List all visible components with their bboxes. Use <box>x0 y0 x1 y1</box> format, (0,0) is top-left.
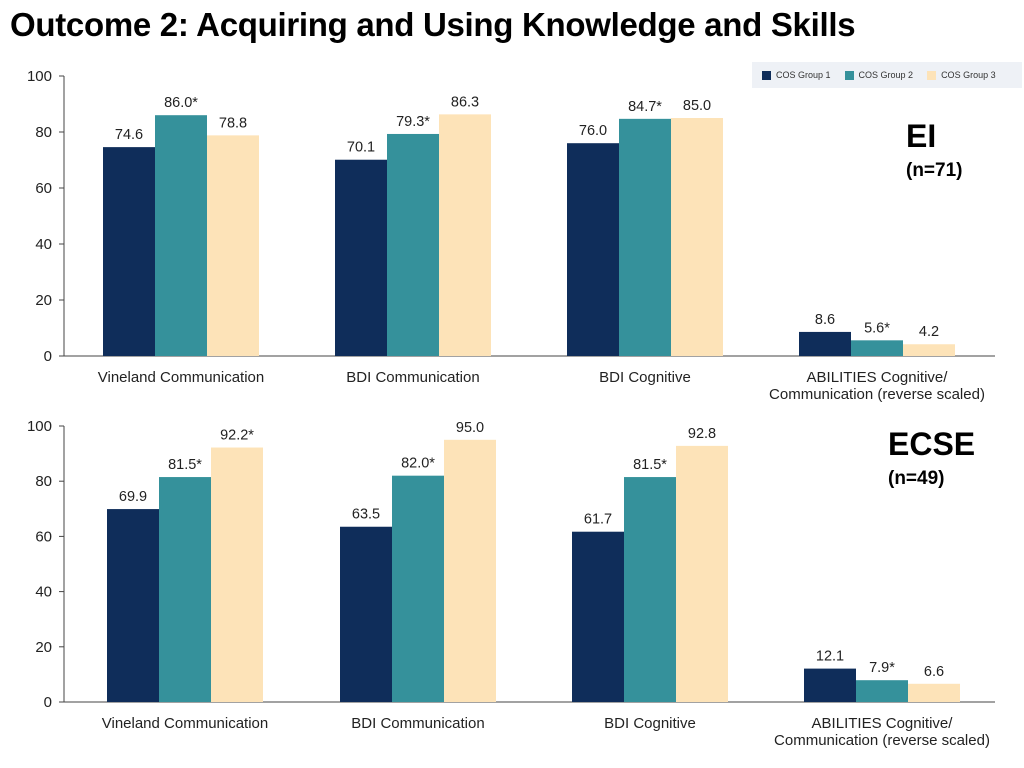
data-label: 84.7* <box>628 99 662 115</box>
bar <box>159 477 211 702</box>
bar <box>908 683 960 702</box>
bar <box>567 143 619 356</box>
bar <box>387 133 439 356</box>
bar <box>211 447 263 702</box>
data-label: 82.0* <box>401 456 435 472</box>
bar <box>340 526 392 702</box>
data-label: 61.7 <box>584 512 612 528</box>
data-label: 8.6 <box>815 312 835 328</box>
bar <box>207 135 259 356</box>
x-tick-label: BDI Communication <box>351 715 484 732</box>
legend-item-group-1: COS Group 1 <box>762 70 831 80</box>
data-label: 81.5* <box>633 457 667 473</box>
legend-label-group-2: COS Group 2 <box>858 70 914 80</box>
data-label: 6.6 <box>924 664 944 680</box>
legend-item-group-3: COS Group 3 <box>927 70 996 80</box>
ei-bar-chart: 0 20 40 60 80 100 74.6 86.0* 78.8 Vineland Commun… <box>27 68 995 403</box>
slide-title: Outcome 2: Acquiring and Using Knowledge… <box>10 6 856 43</box>
data-label: 5.6* <box>864 320 890 336</box>
x-tick-label: Communication (reverse scaled) <box>769 386 985 403</box>
ecse-panel-label: ECSE <box>888 426 976 462</box>
bar <box>804 668 856 702</box>
bar <box>624 477 676 702</box>
bar <box>676 445 728 702</box>
x-tick-label: Communication (reverse scaled) <box>774 732 990 749</box>
y-tick-label: 40 <box>35 236 52 253</box>
bar <box>392 475 444 702</box>
bar <box>619 118 671 356</box>
legend-item-group-2: COS Group 2 <box>844 70 914 80</box>
bar <box>439 114 491 356</box>
legend-swatch-group-1 <box>762 70 771 80</box>
data-label: 4.2 <box>919 324 939 340</box>
ei-panel-label: EI <box>906 118 937 154</box>
x-tick-label: Vineland Communication <box>98 369 265 386</box>
data-label: 85.0 <box>683 98 711 114</box>
data-label: 78.8 <box>219 115 247 131</box>
bar <box>851 340 903 356</box>
x-tick-label: ABILITIES Cognitive/ <box>807 369 949 386</box>
x-tick-label: ABILITIES Cognitive/ <box>812 715 954 732</box>
legend-swatch-group-2 <box>844 70 854 80</box>
bar <box>103 147 155 356</box>
legend-swatch-group-3 <box>927 70 937 80</box>
y-tick-label: 80 <box>35 473 52 490</box>
chart-legend: COS Group 1 COS Group 2 COS Group 3 <box>752 62 1022 88</box>
y-tick-label: 60 <box>35 528 52 545</box>
bar <box>444 439 496 702</box>
bar <box>155 115 207 356</box>
data-label: 86.0* <box>164 95 198 111</box>
y-tick-label: 20 <box>35 639 52 656</box>
y-tick-label: 100 <box>27 68 52 85</box>
y-tick-label: 40 <box>35 584 52 601</box>
data-label: 76.0 <box>579 123 607 139</box>
legend-label-group-3: COS Group 3 <box>941 70 996 80</box>
bar <box>671 118 723 356</box>
data-label: 69.9 <box>119 489 147 505</box>
y-tick-label: 80 <box>35 124 52 141</box>
bar <box>903 344 955 356</box>
x-tick-label: BDI Cognitive <box>604 715 696 732</box>
data-label: 63.5 <box>352 507 380 523</box>
data-label: 7.9* <box>869 660 895 676</box>
bar <box>335 159 387 356</box>
data-label: 70.1 <box>347 140 375 156</box>
bar <box>107 509 159 702</box>
x-tick-label: Vineland Communication <box>102 715 269 732</box>
data-label: 86.3 <box>451 94 479 110</box>
data-label: 81.5* <box>168 457 202 473</box>
data-label: 79.3* <box>396 114 430 130</box>
y-tick-label: 60 <box>35 180 52 197</box>
x-tick-label: BDI Cognitive <box>599 369 691 386</box>
ei-sample-size: (n=71) <box>906 160 963 181</box>
bar <box>856 680 908 702</box>
data-label: 95.0 <box>456 420 484 436</box>
y-tick-label: 0 <box>44 348 52 365</box>
bar <box>799 331 851 356</box>
ecse-bar-chart: 0 20 40 60 80 100 69.9 81.5* 92.2* Vineland Commu… <box>27 418 995 749</box>
data-label: 92.8 <box>688 426 716 442</box>
x-tick-label: BDI Communication <box>346 369 479 386</box>
data-label: 12.1 <box>816 649 844 665</box>
y-tick-label: 0 <box>44 694 52 711</box>
y-tick-label: 20 <box>35 292 52 309</box>
y-tick-label: 100 <box>27 418 52 435</box>
data-label: 74.6 <box>115 127 143 143</box>
legend-label-group-1: COS Group 1 <box>776 70 831 80</box>
bar <box>572 531 624 702</box>
ecse-sample-size: (n=49) <box>888 468 945 489</box>
data-label: 92.2* <box>220 428 254 444</box>
